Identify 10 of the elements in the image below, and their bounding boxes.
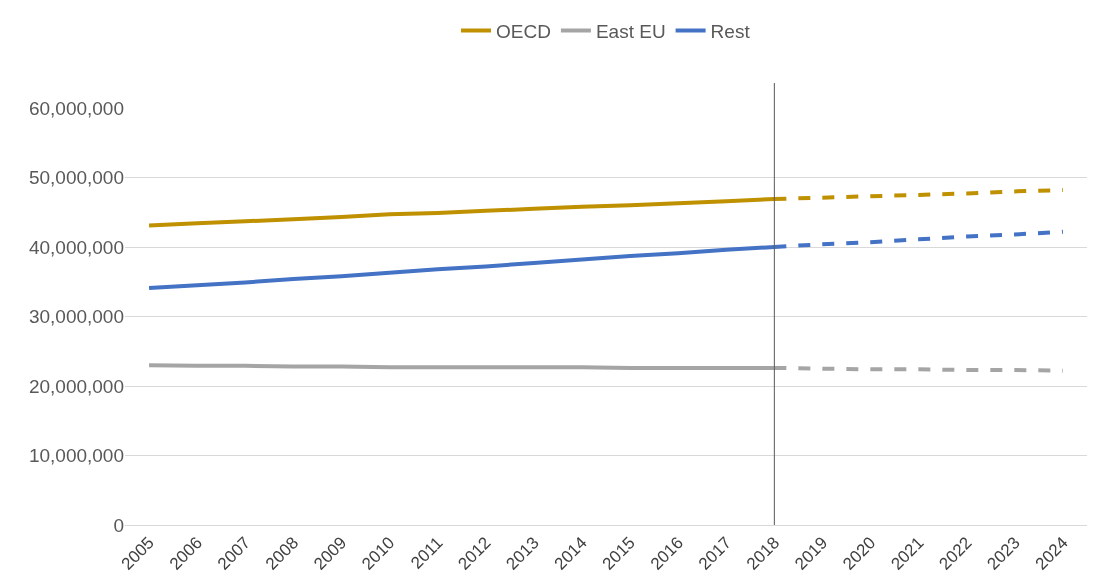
legend-label: OECD xyxy=(496,20,551,42)
legend-label: East EU xyxy=(595,20,666,42)
y-tick-label: 0 xyxy=(113,514,124,536)
y-tick-label: 20,000,000 xyxy=(28,375,124,397)
y-tick-label: 40,000,000 xyxy=(28,236,124,258)
y-tick-label: 10,000,000 xyxy=(28,445,124,467)
legend-label: Rest xyxy=(710,20,751,42)
y-tick-label: 60,000,000 xyxy=(28,97,124,119)
y-tick-label: 50,000,000 xyxy=(28,167,124,189)
y-tick-label: 30,000,000 xyxy=(28,306,124,328)
